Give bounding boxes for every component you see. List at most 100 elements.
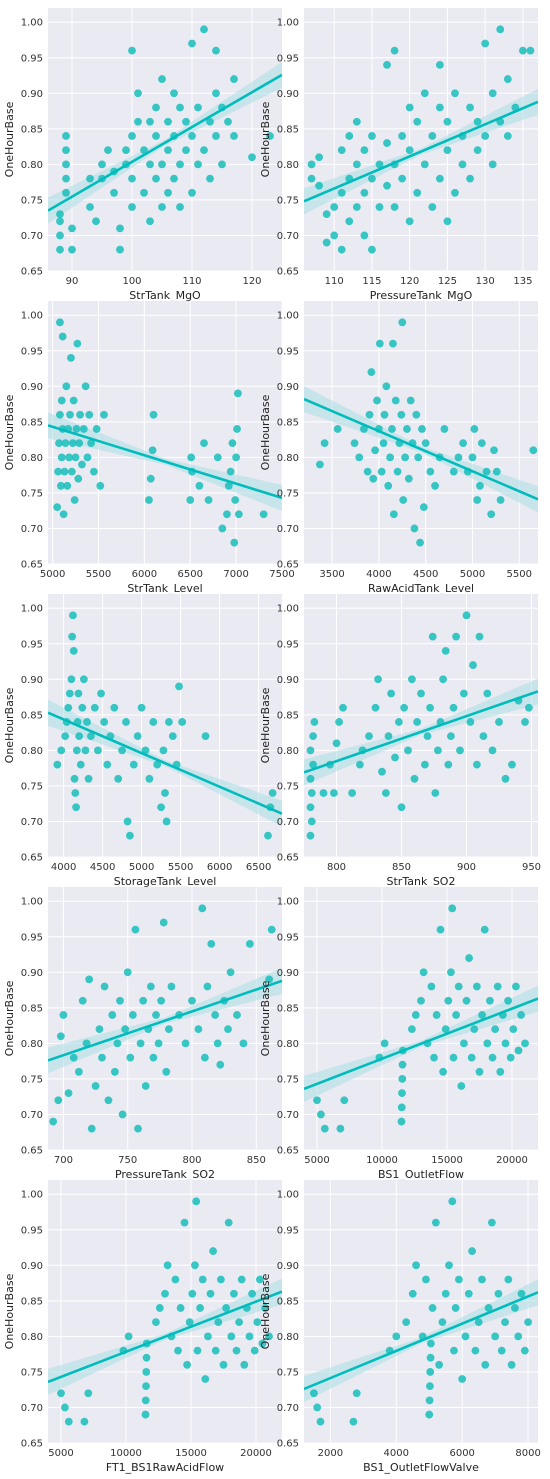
data-point xyxy=(320,439,329,448)
data-point xyxy=(72,803,80,812)
data-point xyxy=(380,410,389,419)
data-point xyxy=(335,718,343,726)
data-point xyxy=(198,1275,207,1284)
x-axis-label: RawAcidTank_Level xyxy=(368,582,474,595)
data-point xyxy=(425,1396,434,1405)
data-point xyxy=(449,703,458,712)
data-point xyxy=(234,389,242,398)
chart-panel-2: 0.65 0.70 0.75 0.80 0.85 0.90 0.95 1.00 110 115 12… xyxy=(259,8,538,302)
data-point xyxy=(100,982,109,991)
x-tick-label: 5000 xyxy=(129,862,154,873)
data-point xyxy=(250,1346,259,1355)
y-tick-label: 0.95 xyxy=(21,346,43,357)
data-point xyxy=(194,1025,203,1034)
data-point xyxy=(374,675,382,684)
data-point xyxy=(368,132,376,140)
data-point xyxy=(493,982,502,991)
data-point xyxy=(69,396,78,405)
data-point xyxy=(152,103,160,112)
data-point xyxy=(100,718,109,726)
data-point xyxy=(200,146,208,155)
data-point xyxy=(375,339,384,348)
data-point xyxy=(69,1053,78,1062)
x-tick-label: 6500 xyxy=(246,862,271,873)
data-point xyxy=(71,453,80,462)
data-point xyxy=(313,1096,321,1105)
data-point xyxy=(365,410,374,419)
data-point xyxy=(240,1360,249,1369)
x-tick-label: 10000 xyxy=(110,1448,142,1459)
chart-panel-7: 0.65 0.70 0.75 0.80 0.85 0.90 0.95 1.00 700 750 80… xyxy=(3,887,282,1181)
data-point xyxy=(259,510,268,519)
data-point xyxy=(162,1067,171,1076)
y-axis-label: OneHourBase xyxy=(3,394,16,470)
data-point xyxy=(158,75,166,83)
data-point xyxy=(430,1053,438,1062)
data-point xyxy=(473,117,482,126)
data-point xyxy=(70,774,79,783)
data-point xyxy=(230,1289,238,1298)
y-tick-label: 0.85 xyxy=(21,124,43,135)
x-tick-label: 6000 xyxy=(132,569,157,580)
data-point xyxy=(413,188,422,197)
data-point xyxy=(496,25,505,34)
data-point xyxy=(373,396,381,405)
data-point xyxy=(56,210,64,219)
y-tick-label: 1.00 xyxy=(277,1190,299,1201)
data-point xyxy=(435,60,444,69)
data-point xyxy=(398,1060,407,1069)
x-tick-label: 4000 xyxy=(384,1448,409,1459)
data-point xyxy=(436,925,445,934)
y-tick-label: 0.90 xyxy=(277,382,299,393)
chart-panel-3: 0.65 0.70 0.75 0.80 0.85 0.90 0.95 1.00 5000 5500… xyxy=(3,301,295,595)
regression-line xyxy=(48,1290,282,1384)
data-point xyxy=(487,510,496,519)
data-point xyxy=(307,174,316,183)
data-point xyxy=(137,703,146,712)
data-point xyxy=(524,1318,533,1327)
data-point xyxy=(475,1067,484,1076)
data-point xyxy=(100,410,108,419)
data-point xyxy=(67,467,76,476)
data-point xyxy=(265,975,274,984)
y-tick-label: 0.80 xyxy=(277,1332,299,1343)
data-point xyxy=(76,410,85,419)
data-point xyxy=(434,746,442,755)
data-point xyxy=(426,1339,435,1348)
data-point xyxy=(128,132,136,140)
data-point xyxy=(97,689,105,698)
data-point xyxy=(428,632,437,641)
data-point xyxy=(122,146,130,155)
y-tick-label: 0.70 xyxy=(21,817,43,828)
data-point xyxy=(245,939,254,948)
data-point xyxy=(377,467,386,476)
data-point xyxy=(474,1318,483,1327)
data-point xyxy=(339,703,347,712)
data-point xyxy=(68,224,76,233)
data-point xyxy=(350,439,359,448)
data-point xyxy=(444,996,453,1005)
data-point xyxy=(49,1117,58,1126)
data-point xyxy=(330,231,339,240)
data-point xyxy=(460,689,468,698)
data-point xyxy=(449,467,458,476)
data-point xyxy=(211,1346,220,1355)
y-tick-label: 0.65 xyxy=(277,1146,299,1157)
data-point xyxy=(466,718,475,726)
data-point xyxy=(488,746,497,755)
y-tick-label: 1.00 xyxy=(277,604,299,615)
data-point xyxy=(94,746,102,755)
data-point xyxy=(405,146,414,155)
data-point xyxy=(368,245,376,254)
data-point xyxy=(188,996,196,1005)
y-tick-label: 0.80 xyxy=(21,1039,43,1050)
data-point xyxy=(67,675,76,684)
data-point xyxy=(447,968,455,977)
data-point xyxy=(428,1304,437,1312)
data-point xyxy=(66,410,74,419)
data-point xyxy=(383,139,391,147)
y-tick-label: 0.70 xyxy=(277,817,299,828)
data-point xyxy=(148,446,157,455)
data-point xyxy=(405,103,414,112)
data-point xyxy=(83,453,92,462)
